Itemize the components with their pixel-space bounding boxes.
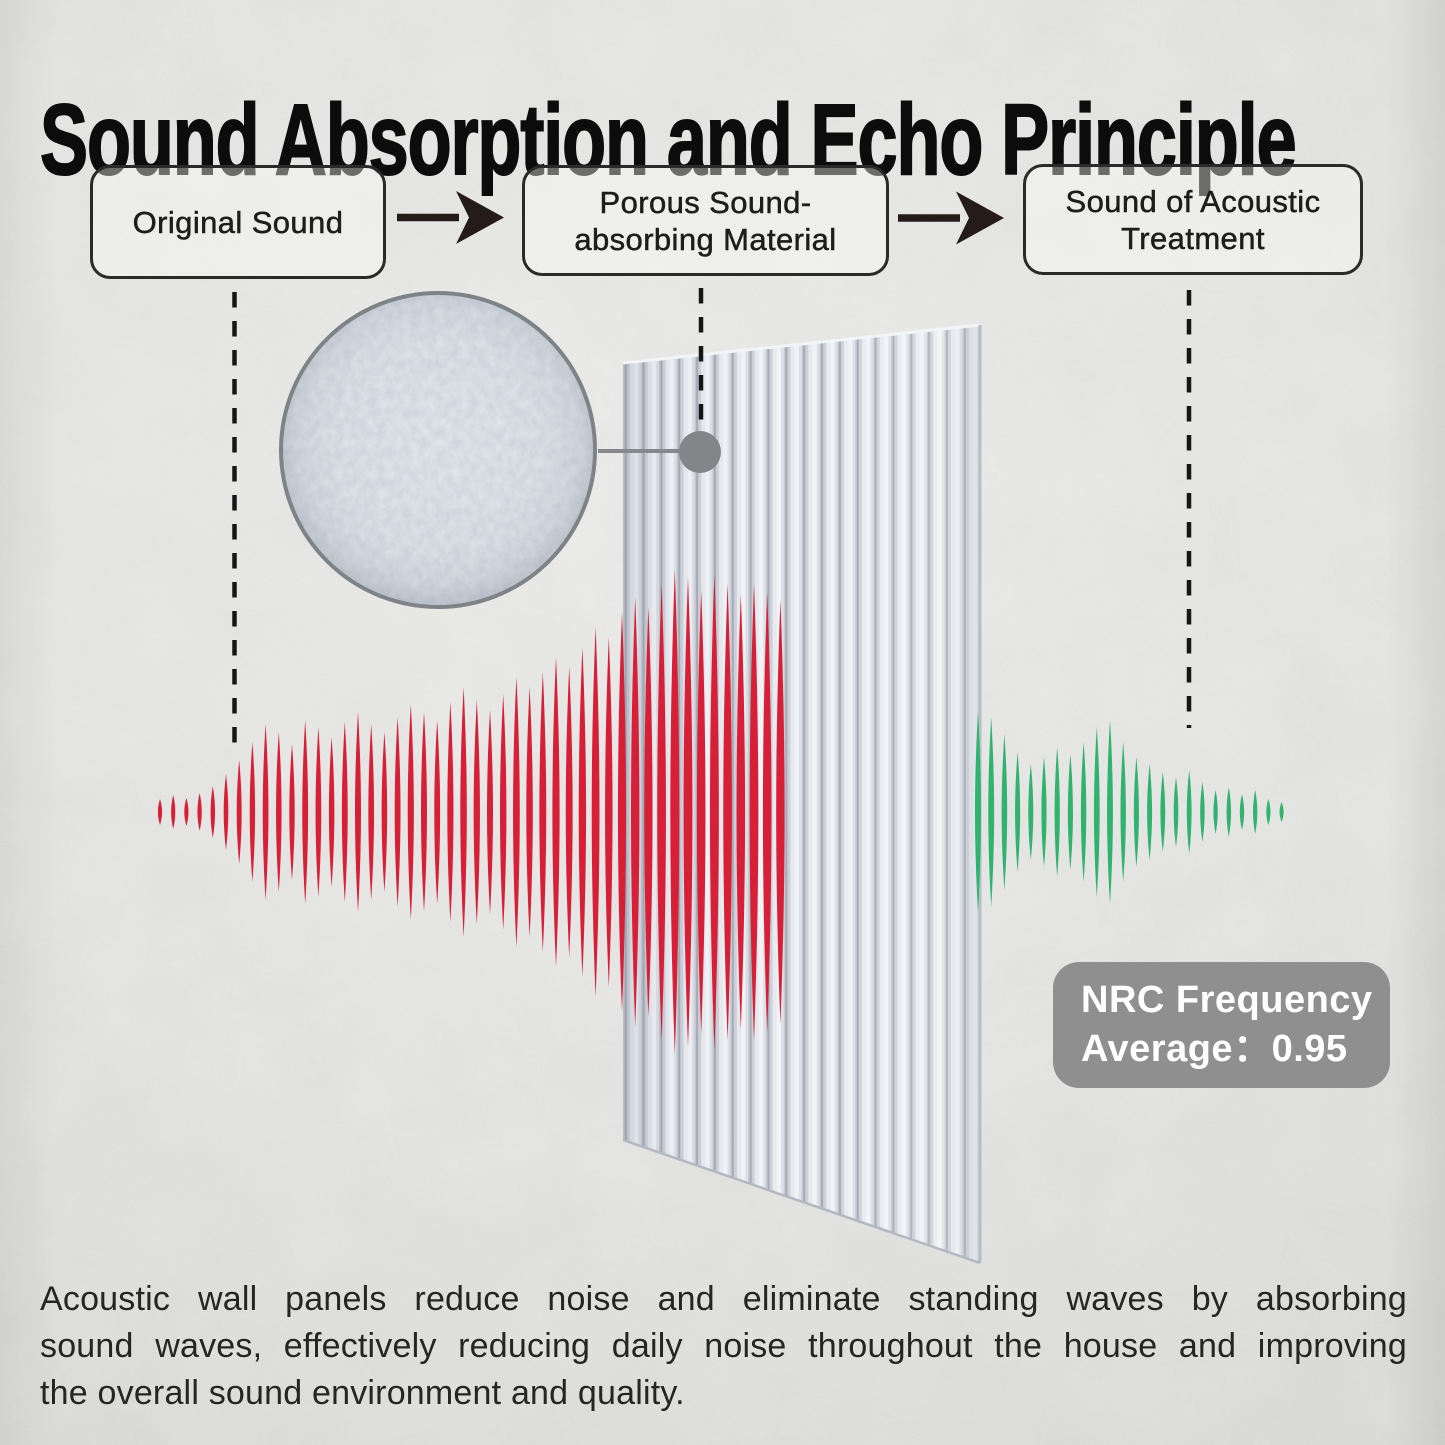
flow-box-original-sound: Original Sound xyxy=(90,165,386,279)
description-line: sound waves, effectively reducing daily … xyxy=(40,1327,1407,1365)
nrc-badge: NRC Frequency Average：0.95 xyxy=(1053,962,1390,1088)
description-text: Acoustic wall panels reduce noise and el… xyxy=(40,1276,1407,1417)
nrc-badge-line1: NRC Frequency xyxy=(1081,979,1373,1021)
description-line: Acoustic wall panels reduce noise and el… xyxy=(40,1280,1407,1318)
flow-box-label-line: absorbing Material xyxy=(574,221,837,257)
arrow-right-icon-1 xyxy=(397,191,504,244)
circle-callout-dot xyxy=(679,431,721,473)
arrow-right-icon-2 xyxy=(898,191,1004,245)
flow-box-label-line: Treatment xyxy=(1121,220,1265,256)
flow-box-label-line: Porous Sound- xyxy=(599,184,812,220)
flow-box-porous-material: Porous Sound- absorbing Material xyxy=(522,165,889,276)
page-title: Sound Absorption and Echo Principle xyxy=(39,84,1297,196)
panel-bottom-edge xyxy=(622,1138,981,1265)
panel-top-edge xyxy=(622,323,981,365)
material-zoom-circle xyxy=(279,291,597,609)
nrc-badge-line2: Average：0.95 xyxy=(1081,1028,1348,1070)
description-line: the overall sound environment and qualit… xyxy=(40,1374,685,1412)
flow-box-label-line: Sound of Acoustic xyxy=(1065,183,1321,219)
flow-box-label-line: Original Sound xyxy=(132,204,344,240)
acoustic-panel xyxy=(622,323,982,1265)
original-sound-waveform xyxy=(157,570,785,1054)
flow-box-treated-sound: Sound of Acoustic Treatment xyxy=(1023,164,1363,275)
